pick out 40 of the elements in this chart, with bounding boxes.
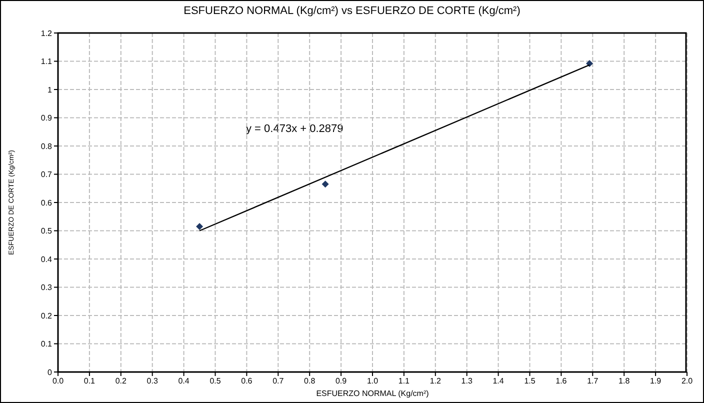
x-tick-label: 0.4: [178, 376, 190, 386]
x-tick-label: 0.0: [52, 376, 64, 386]
x-tick-label: 1.9: [650, 376, 662, 386]
y-tick-label: 0.1: [40, 340, 53, 349]
y-tick-label: 1.1: [40, 57, 53, 66]
point: [586, 60, 594, 68]
point: [196, 223, 204, 230]
x-axis-title: ESFUERZO NORMAL (Kg/cm²): [316, 389, 430, 398]
x-tick-label: 1.2: [430, 376, 442, 386]
y-tick-label: 0.3: [40, 283, 53, 292]
y-tick-label: 0.8: [40, 142, 53, 151]
chart-title: ESFUERZO NORMAL (Kg/cm²) vs ESFUERZO DE CORTE (Kg/cm²): [182, 5, 522, 17]
x-tick-label: 0.1: [84, 376, 96, 386]
y-tick-label: 0: [48, 368, 53, 377]
x-tick-label: 1.1: [398, 376, 410, 386]
x-tick-label: 1.7: [587, 376, 599, 386]
y-tick-label: 1.2: [40, 28, 53, 38]
y-tick-label: 0.6: [40, 198, 53, 208]
x-tick-label: 0.2: [115, 376, 128, 386]
x-tick-label: 0.5: [210, 376, 222, 386]
x-tick-label: 1.8: [618, 376, 630, 386]
y-tick-label: 0.5: [40, 226, 53, 236]
x-tick-label: 0.9: [335, 376, 348, 386]
x-tick-label: 0.8: [304, 376, 316, 386]
x-tick-label: 0.7: [272, 376, 284, 386]
x-tick-label: 1.4: [492, 376, 504, 386]
x-tick-label: 1.6: [556, 376, 568, 386]
y-tick-label: 0.9: [40, 114, 53, 123]
point: [322, 180, 329, 188]
y-tick-label: 0.7: [40, 170, 53, 180]
x-tick-label: 0.3: [146, 376, 158, 386]
x-tick-label: 2.0: [681, 376, 694, 386]
y-tick-label: 0.4: [40, 254, 53, 264]
x-tick-label: 0.6: [241, 376, 253, 386]
y-tick-label: 1: [48, 85, 53, 94]
annotation: y = 0.473x + 0.2879: [246, 123, 344, 135]
y-tick-label: 0.2: [40, 311, 53, 320]
x-tick-label: 1.0: [366, 376, 379, 386]
x-tick-label: 1.5: [524, 376, 536, 386]
x-tick-label: 1.3: [461, 376, 473, 386]
